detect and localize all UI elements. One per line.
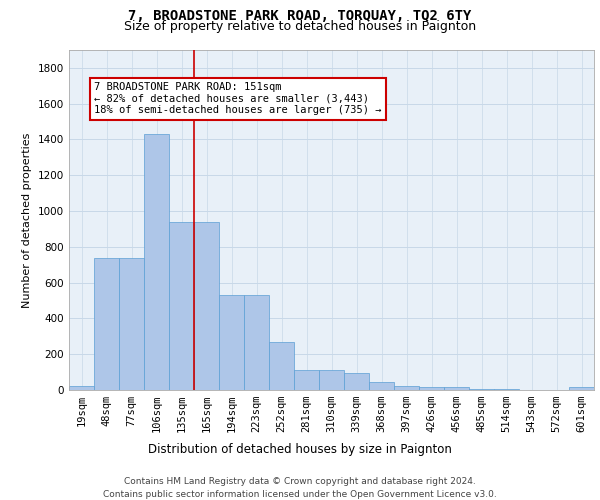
Bar xyxy=(344,373,369,390)
Y-axis label: Number of detached properties: Number of detached properties xyxy=(22,132,32,308)
Bar xyxy=(369,382,394,390)
Bar xyxy=(419,388,444,390)
Text: 7, BROADSTONE PARK ROAD, TORQUAY, TQ2 6TY: 7, BROADSTONE PARK ROAD, TORQUAY, TQ2 6T… xyxy=(128,9,472,23)
Bar xyxy=(169,222,194,390)
Bar xyxy=(394,386,419,390)
Bar xyxy=(469,389,494,390)
Text: Contains HM Land Registry data © Crown copyright and database right 2024.
Contai: Contains HM Land Registry data © Crown c… xyxy=(103,478,497,499)
Bar xyxy=(219,295,244,390)
Bar xyxy=(194,222,219,390)
Text: Distribution of detached houses by size in Paignton: Distribution of detached houses by size … xyxy=(148,442,452,456)
Bar xyxy=(119,258,144,390)
Bar xyxy=(269,342,294,390)
Bar xyxy=(444,388,469,390)
Text: Size of property relative to detached houses in Paignton: Size of property relative to detached ho… xyxy=(124,20,476,33)
Bar xyxy=(244,295,269,390)
Bar xyxy=(144,134,169,390)
Bar xyxy=(69,386,94,390)
Bar xyxy=(494,389,519,390)
Bar xyxy=(294,370,319,390)
Bar xyxy=(94,258,119,390)
Bar xyxy=(569,388,594,390)
Bar xyxy=(319,370,344,390)
Text: 7 BROADSTONE PARK ROAD: 151sqm
← 82% of detached houses are smaller (3,443)
18% : 7 BROADSTONE PARK ROAD: 151sqm ← 82% of … xyxy=(94,82,382,116)
